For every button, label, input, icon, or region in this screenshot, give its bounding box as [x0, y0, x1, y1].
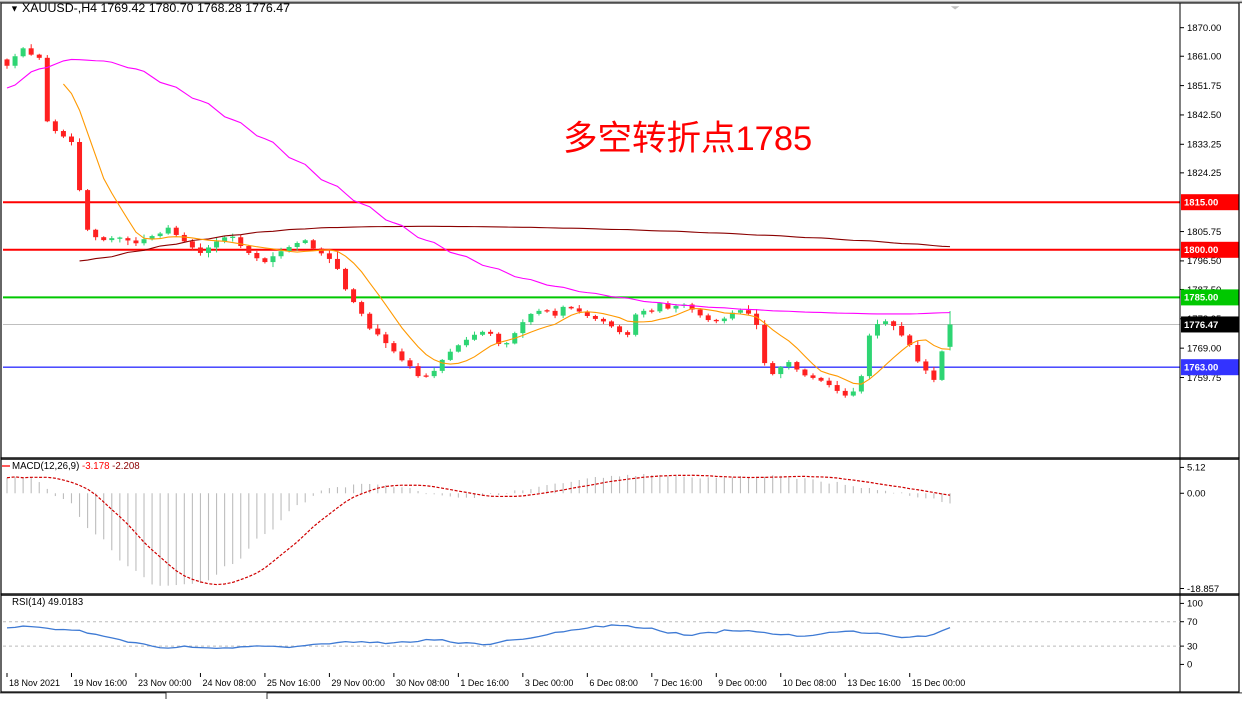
svg-text:-18.857: -18.857 [1187, 584, 1219, 595]
svg-text:7 Dec 16:00: 7 Dec 16:00 [654, 678, 703, 688]
svg-text:MACD(12,26,9) -3.178 -2.208: MACD(12,26,9) -3.178 -2.208 [12, 461, 140, 472]
svg-text:1805.75: 1805.75 [1187, 227, 1221, 238]
svg-text:1785.00: 1785.00 [1184, 293, 1218, 304]
svg-text:0.00: 0.00 [1187, 489, 1206, 500]
svg-text:1824.25: 1824.25 [1187, 168, 1221, 179]
svg-text:3 Dec 00:00: 3 Dec 00:00 [525, 678, 574, 688]
svg-text:30 Nov 08:00: 30 Nov 08:00 [396, 678, 450, 688]
svg-text:5.12: 5.12 [1187, 463, 1206, 474]
svg-text:1800.00: 1800.00 [1184, 245, 1218, 256]
svg-text:1861.00: 1861.00 [1187, 52, 1221, 63]
svg-text:1851.75: 1851.75 [1187, 81, 1221, 92]
svg-text:RSI(14) 49.0183: RSI(14) 49.0183 [12, 597, 83, 608]
svg-text:100: 100 [1187, 599, 1203, 610]
svg-text:6 Dec 08:00: 6 Dec 08:00 [589, 678, 638, 688]
svg-text:1815.00: 1815.00 [1184, 198, 1218, 209]
svg-text:24 Nov 08:00: 24 Nov 08:00 [202, 678, 256, 688]
svg-text:9 Dec 00:00: 9 Dec 00:00 [718, 678, 767, 688]
svg-text:1833.25: 1833.25 [1187, 140, 1221, 151]
svg-text:18 Nov 2021: 18 Nov 2021 [9, 678, 60, 688]
svg-text:1769.00: 1769.00 [1187, 343, 1221, 354]
svg-text:30: 30 [1187, 641, 1198, 652]
svg-text:25 Nov 16:00: 25 Nov 16:00 [267, 678, 321, 688]
svg-text:1870.00: 1870.00 [1187, 23, 1221, 34]
svg-text:▼: ▼ [10, 4, 19, 14]
svg-text:70: 70 [1187, 617, 1198, 628]
svg-text:1796.50: 1796.50 [1187, 256, 1221, 267]
svg-text:1842.50: 1842.50 [1187, 110, 1221, 121]
svg-text:多空转折点1785: 多空转折点1785 [563, 120, 812, 158]
svg-text:1 Dec 16:00: 1 Dec 16:00 [460, 678, 509, 688]
svg-text:23 Nov 00:00: 23 Nov 00:00 [138, 678, 192, 688]
svg-text:15 Dec 00:00: 15 Dec 00:00 [912, 678, 966, 688]
svg-text:10 Dec 08:00: 10 Dec 08:00 [783, 678, 837, 688]
svg-text:13 Dec 16:00: 13 Dec 16:00 [847, 678, 901, 688]
svg-text:0: 0 [1187, 660, 1192, 671]
svg-text:19 Nov 16:00: 19 Nov 16:00 [73, 678, 127, 688]
svg-text:1763.00: 1763.00 [1184, 363, 1218, 374]
svg-text:29 Nov 00:00: 29 Nov 00:00 [331, 678, 385, 688]
svg-text:1776.47: 1776.47 [1184, 320, 1218, 331]
